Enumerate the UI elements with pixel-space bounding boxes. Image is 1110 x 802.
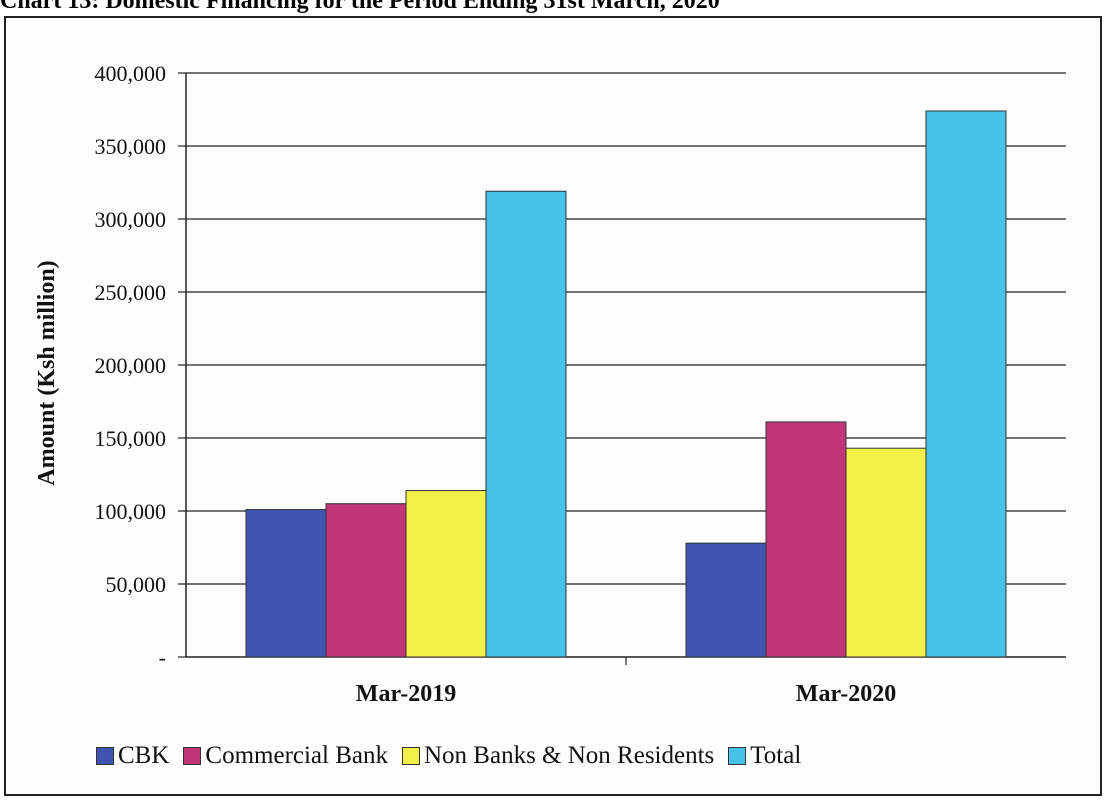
y-tick-label: 300,000	[95, 207, 167, 232]
legend-swatch	[183, 747, 202, 765]
bar	[925, 110, 1007, 658]
bar	[845, 447, 927, 658]
y-tick-label: 250,000	[95, 280, 167, 305]
bar	[325, 503, 407, 658]
y-tick-label: 100,000	[95, 499, 167, 524]
legend-swatch	[402, 747, 420, 765]
bar	[485, 190, 567, 658]
legend-item: Total	[728, 742, 801, 770]
bar	[765, 421, 847, 658]
bar	[405, 490, 487, 658]
x-tick-label: Mar-2019	[356, 681, 456, 707]
legend-swatch	[728, 747, 747, 765]
legend-item: Non Banks & Non Residents	[402, 742, 714, 770]
chart-legend: CBK Commercial Bank Non Banks & Non Reside…	[96, 742, 801, 770]
legend-item: CBK	[96, 742, 169, 770]
y-tick-label: 350,000	[95, 134, 167, 159]
y-tick-label: 200,000	[95, 353, 167, 378]
y-tick-label: 150,000	[95, 426, 167, 451]
legend-swatch	[96, 747, 114, 765]
bar	[685, 542, 767, 658]
y-tick-label: 400,000	[95, 61, 167, 86]
y-tick-label: -	[159, 645, 166, 670]
legend-item: Commercial Bank	[183, 742, 388, 770]
x-tick-label: Mar-2020	[796, 681, 896, 707]
page-title: Chart 13: Domestic Financing for the Per…	[0, 0, 720, 14]
legend-label: Non Banks & Non Residents	[424, 742, 715, 769]
legend-label: Commercial Bank	[205, 742, 388, 769]
legend-label: CBK	[118, 742, 170, 769]
legend-label: Total	[750, 742, 802, 769]
bar	[245, 509, 327, 658]
y-tick-label: 50,000	[106, 572, 167, 597]
y-axis-title: Amount (Ksh million)	[34, 260, 60, 485]
